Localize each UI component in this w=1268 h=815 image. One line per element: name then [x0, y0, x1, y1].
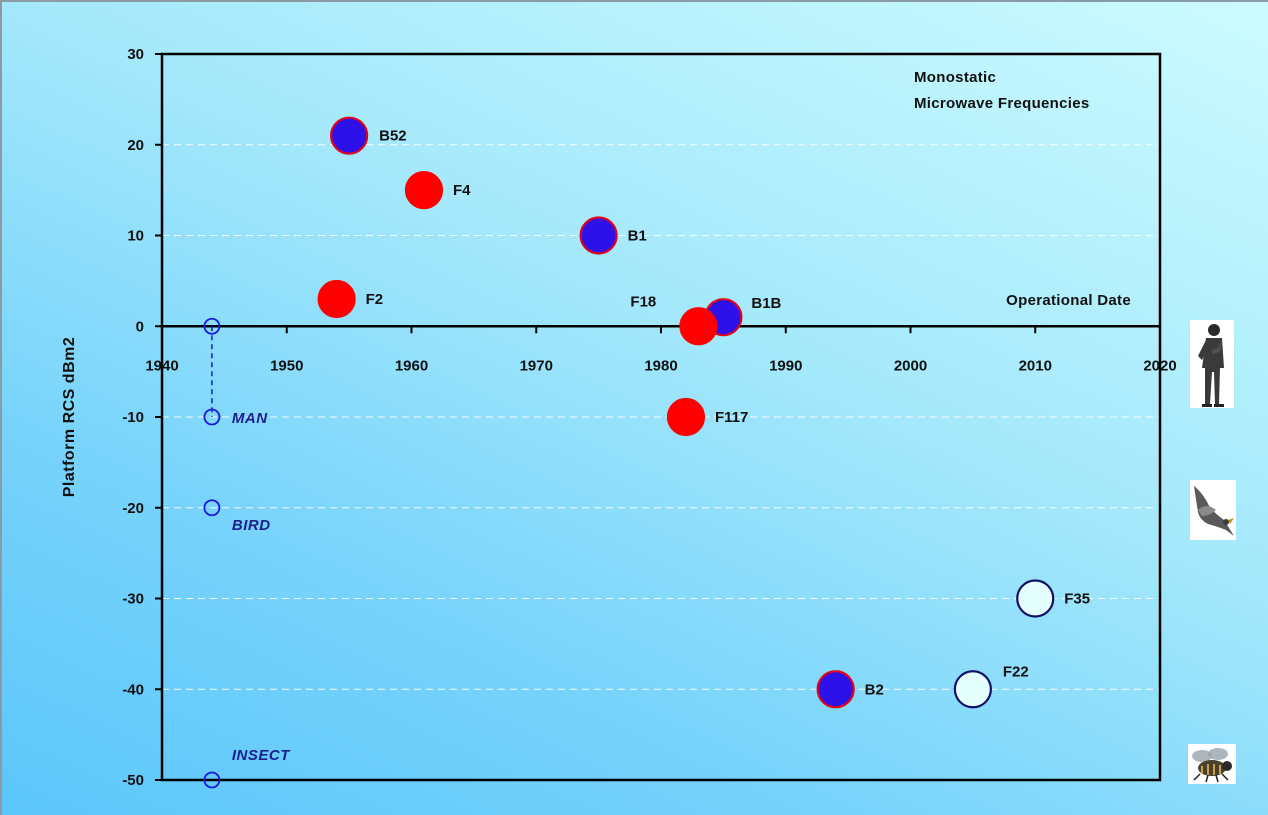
- grid-lines: [162, 144, 1160, 690]
- y-tick-label: 30: [127, 46, 144, 63]
- x-tick-label: 1980: [644, 357, 677, 374]
- x-tick-label: 1950: [270, 357, 303, 374]
- point-label-f35: F35: [1064, 591, 1090, 608]
- point-b2: [816, 670, 855, 709]
- x-axis-label: Operational Date: [1006, 292, 1131, 309]
- bird-icon: [1190, 480, 1236, 540]
- reference-label: BIRD: [232, 517, 271, 534]
- man-icon: [1190, 320, 1234, 408]
- y-tick-label: -10: [122, 409, 144, 426]
- point-label-f2: F2: [366, 291, 384, 308]
- point-label-b52: B52: [379, 128, 407, 145]
- x-tick-label: 1940: [145, 357, 178, 374]
- point-label-f117: F117: [715, 409, 748, 426]
- y-tick-label: -50: [122, 772, 144, 789]
- point-label-b1b: B1B: [751, 295, 781, 312]
- y-tick-label: 20: [127, 137, 144, 154]
- point-label-f22: F22: [1003, 663, 1029, 680]
- reference-label: MAN: [232, 410, 268, 427]
- platform-points: [317, 116, 1055, 709]
- point-f35: [1016, 579, 1055, 618]
- x-tick-label: 2000: [894, 357, 927, 374]
- point-label-b2: B2: [865, 681, 884, 698]
- reference-label: INSECT: [232, 747, 291, 764]
- x-tick-label: 1960: [395, 357, 428, 374]
- reference-point: [203, 499, 221, 517]
- point-b1: [579, 216, 618, 255]
- point-f22: [953, 670, 992, 709]
- y-axis-label: Platform RCS dBm2: [61, 337, 78, 498]
- point-b52: [330, 116, 369, 155]
- y-tick-label: 0: [136, 318, 144, 335]
- y-tick-label: 10: [127, 228, 144, 245]
- point-f117: [666, 397, 706, 437]
- y-tick-label: -20: [122, 500, 144, 517]
- y-tick-label: -40: [122, 681, 144, 698]
- reference-point: [203, 408, 221, 426]
- reference-point: [203, 771, 221, 789]
- insect-icon: [1188, 744, 1236, 784]
- point-f4: [404, 171, 444, 210]
- axes: 1940 1950 1960 1970 1980 1990 2000 2010 20203020…: [122, 46, 1176, 789]
- annotation-line-2: Microwave Frequencies: [914, 95, 1090, 112]
- x-tick-label: 2020: [1143, 357, 1176, 374]
- x-tick-label: 2010: [1019, 357, 1052, 374]
- point-label-b1: B1: [628, 228, 647, 245]
- point-f2: [317, 279, 356, 319]
- x-tick-label: 1990: [769, 357, 802, 374]
- point-f18: [679, 307, 718, 346]
- x-tick-label: 1970: [520, 357, 553, 374]
- point-label-f4: F4: [453, 182, 471, 199]
- annotation-line-1: Monostatic: [914, 69, 996, 86]
- reference-point: [203, 317, 221, 335]
- reference-targets: MAN BIRD INSECT: [203, 317, 291, 789]
- y-tick-label: -30: [122, 591, 144, 608]
- chart-text: Monostatic Microwave Frequencies Operati…: [61, 69, 1131, 698]
- point-label-f18: F18: [630, 293, 656, 310]
